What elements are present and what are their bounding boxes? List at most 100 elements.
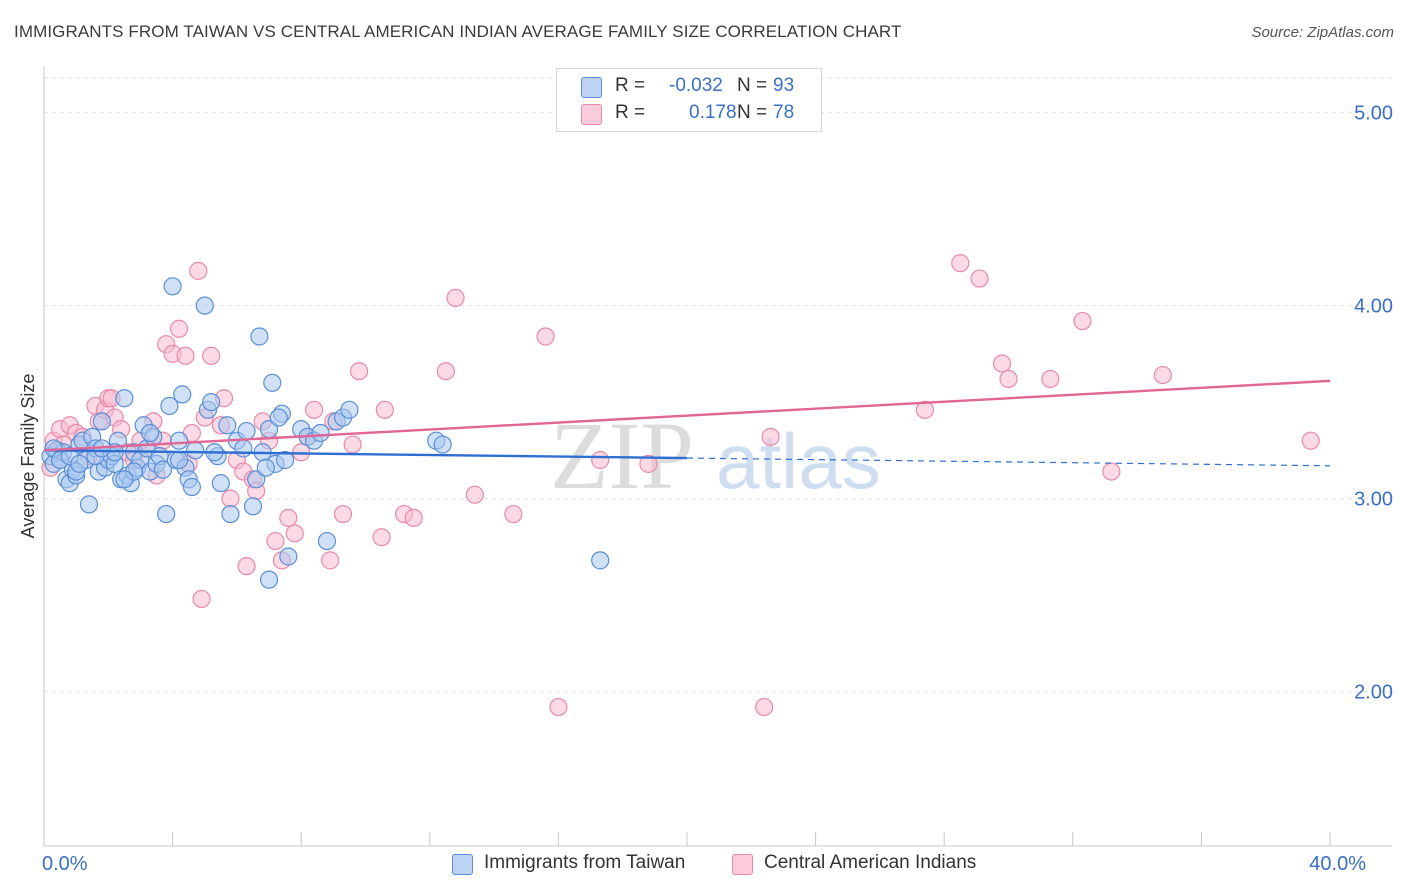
data-point (465, 485, 484, 504)
data-point (755, 697, 774, 717)
data-point (285, 524, 304, 543)
legend-label-taiwan: Immigrants from Taiwan (484, 852, 686, 873)
data-point (173, 385, 192, 404)
data-point (446, 288, 465, 307)
y-tick-label: 4.00 (1354, 296, 1393, 318)
data-point (92, 412, 111, 431)
data-point (243, 497, 263, 516)
data-point (189, 261, 208, 280)
legend-n-label: N = (737, 75, 768, 96)
legend-r-value: -0.032 (669, 75, 723, 96)
y-tick-label: 2.00 (1354, 682, 1393, 704)
data-point (1102, 462, 1121, 481)
data-point (250, 327, 269, 346)
tick-labels: 2.00 3.00 4.00 5.00 0.0% 40.0% (42, 103, 1393, 875)
data-point (591, 450, 610, 470)
data-point (504, 504, 523, 524)
data-point (436, 362, 455, 381)
data-point (182, 477, 201, 497)
data-point (169, 319, 189, 338)
data-point (970, 269, 989, 288)
data-point (349, 362, 369, 381)
data-point (140, 423, 160, 443)
y-axis-label: Average Family Size (18, 374, 38, 539)
x-tick-label: 40.0% (1309, 853, 1366, 875)
data-point (163, 277, 182, 296)
data-point (221, 504, 240, 524)
data-point (269, 408, 288, 427)
correlation-legend: R = -0.032 N = 93 R = 0.178 N = 78 (556, 68, 822, 132)
data-point (404, 508, 423, 528)
data-point (192, 589, 211, 609)
data-point (79, 495, 99, 514)
data-point (70, 454, 89, 473)
data-point (343, 435, 362, 454)
data-point (279, 547, 298, 566)
data-point (999, 369, 1018, 389)
y-tick-label: 5.00 (1354, 103, 1393, 125)
data-point (195, 296, 214, 315)
data-point (639, 454, 658, 473)
data-point (591, 551, 610, 570)
data-point (115, 389, 134, 408)
legend-n-value: 78 (773, 102, 795, 123)
series-legend: Immigrants from Taiwan Central American … (0, 852, 1406, 878)
data-point (256, 458, 275, 477)
data-point (176, 346, 195, 365)
data-point (279, 508, 298, 528)
data-point (202, 393, 221, 412)
trend-lines (43, 379, 1331, 467)
data-point (169, 450, 189, 470)
data-point (169, 431, 189, 450)
data-point (1041, 369, 1060, 389)
data-point (115, 470, 134, 489)
data-point (234, 439, 253, 458)
data-point (237, 421, 256, 441)
data-point (157, 504, 176, 524)
data-point (202, 346, 221, 365)
legend-r-label: R = (615, 102, 646, 123)
data-point (333, 504, 353, 524)
data-point (221, 489, 240, 508)
data-point (259, 570, 279, 589)
data-point (1153, 365, 1172, 385)
data-point (321, 551, 340, 570)
trend-line-extension (686, 457, 1331, 467)
x-tick-label: 0.0% (42, 853, 88, 875)
data-point (237, 557, 256, 576)
legend-swatch-taiwan (452, 854, 473, 875)
data-point (218, 416, 237, 435)
trend-line (43, 379, 1331, 452)
data-point (153, 460, 173, 479)
data-point (1073, 311, 1092, 331)
data-point (761, 427, 780, 446)
source-label: Source: ZipAtlas.com (1251, 24, 1394, 41)
watermark: ZIP atlas (550, 402, 881, 509)
data-point (160, 396, 179, 416)
data-point (186, 441, 205, 460)
legend-label-central-american-indians: Central American Indians (764, 852, 977, 873)
data-point (263, 373, 282, 392)
data-point (549, 697, 568, 717)
data-point (536, 327, 555, 346)
data-point (311, 423, 330, 443)
legend-n-label: N = (737, 102, 768, 123)
grid-lines (44, 77, 1392, 693)
data-point (304, 400, 324, 419)
trend-line (43, 449, 688, 460)
legend-r-label: R = (615, 75, 646, 96)
legend-swatch-central-american-indians (732, 854, 753, 875)
legend-n-value: 93 (773, 75, 795, 96)
data-point (247, 470, 266, 489)
legend-swatch-pink (581, 104, 602, 125)
data-point (317, 531, 337, 551)
data-point (276, 450, 295, 470)
data-point (211, 474, 230, 493)
data-point (433, 435, 452, 454)
data-point (1301, 431, 1320, 450)
watermark-atlas: atlas (716, 417, 881, 505)
data-point (915, 400, 935, 419)
legend-swatch-blue (581, 77, 602, 98)
legend-r-value: 0.178 (689, 102, 737, 123)
